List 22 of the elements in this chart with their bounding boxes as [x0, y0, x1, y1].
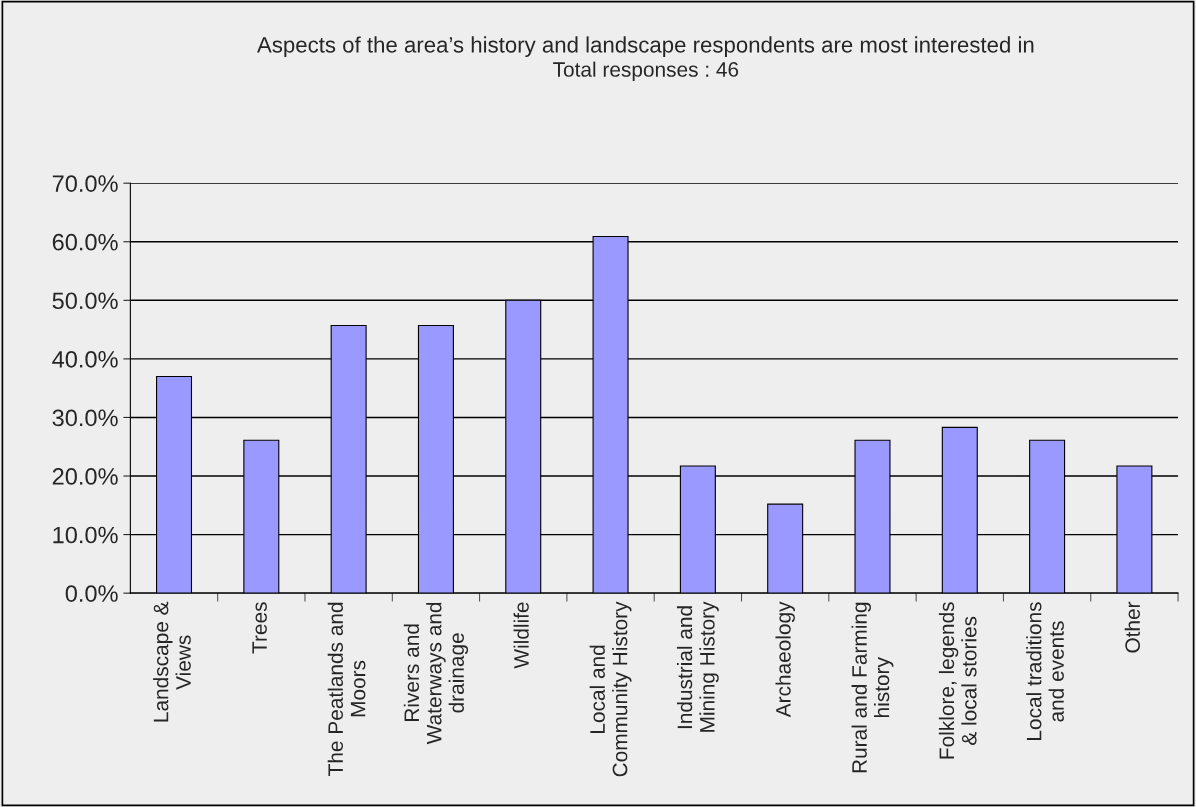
x-tick-label: Wildlife [513, 602, 529, 669]
x-tick-label: Local traditions and events [1026, 602, 1064, 740]
x-tick-label: Other [1124, 601, 1140, 653]
x-tick-label: Local and Community History [589, 601, 632, 777]
x-tick-label: Rivers and Waterways and drainage [403, 602, 469, 745]
y-tick-label: 50.0% [52, 292, 118, 310]
x-tick-label: Rural and Farming history [851, 602, 894, 773]
chart-title: Aspects of the area’s history and landscape respondents are most interested in [257, 36, 1034, 58]
x-tick-label: Trees [252, 602, 267, 654]
y-tick-label: 60.0% [52, 233, 118, 251]
y-tick-label: 10.0% [53, 526, 118, 544]
y-tick-label: 30.0% [52, 409, 118, 427]
x-tick-label: Industrial and Mining History [676, 601, 719, 732]
y-tick-label: 70.0% [52, 175, 118, 192]
y-tick-label: 20.0% [52, 468, 118, 485]
y-tick-label: 0.0% [65, 585, 118, 602]
y-tick-label: 40.0% [52, 350, 118, 368]
x-tick-label: Folklore, legends & local stories [938, 602, 977, 759]
x-tick-label: The Peatlands and Moors [327, 602, 366, 776]
x-tick-label: Archaeology [775, 601, 795, 718]
chart-subtitle: Total responses : 46 [553, 61, 739, 81]
x-tick-label: Landscape & Views [153, 601, 191, 722]
